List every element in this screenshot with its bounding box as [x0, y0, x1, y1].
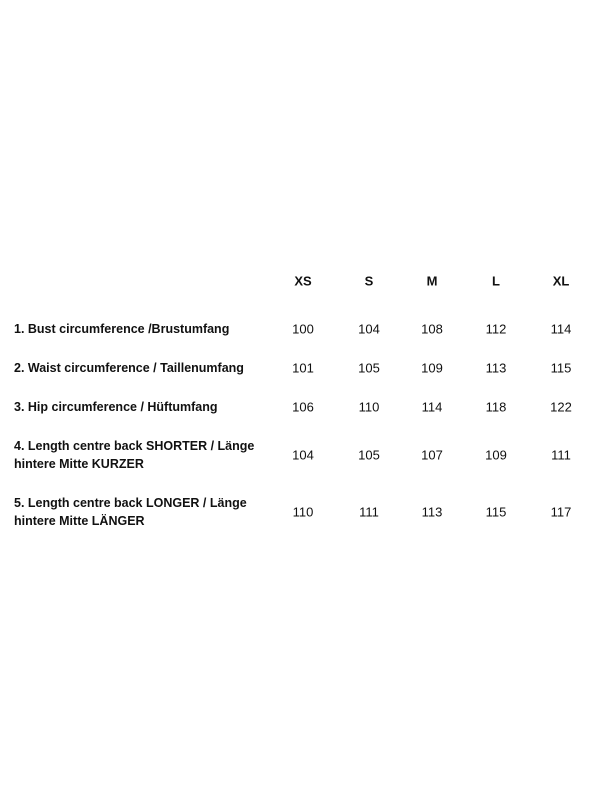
- table-cell: 110: [292, 504, 314, 520]
- table-cell: 111: [359, 504, 379, 520]
- table-cell: 108: [421, 321, 443, 337]
- column-header-xs: XS: [294, 273, 312, 289]
- row-label: 2. Waist circumference / Taillenumfang: [14, 361, 244, 375]
- table-cell: 118: [485, 399, 507, 415]
- row-label: 4. Length centre back SHORTER / Länge hi…: [14, 439, 255, 471]
- table-cell: 115: [550, 360, 572, 376]
- table-cell: 112: [485, 321, 507, 337]
- column-header-s: S: [364, 273, 374, 289]
- table-cell: 113: [421, 504, 443, 520]
- table-cell: 111: [551, 447, 571, 463]
- table-cell: 104: [358, 321, 380, 337]
- table-cell: 109: [421, 360, 443, 376]
- table-cell: 105: [358, 447, 380, 463]
- row-label: 3. Hip circumference / Hüftumfang: [14, 400, 218, 414]
- table-cell: 107: [421, 447, 443, 463]
- column-header-m: M: [426, 273, 438, 289]
- table-cell: 110: [358, 399, 380, 415]
- table-cell: 105: [358, 360, 380, 376]
- table-cell: 104: [292, 447, 314, 463]
- table-cell: 109: [485, 447, 507, 463]
- table-cell: 100: [292, 321, 314, 337]
- table-cell: 106: [292, 399, 314, 415]
- table-cell: 114: [550, 321, 572, 337]
- table-cell: 115: [485, 504, 507, 520]
- table-cell: 114: [421, 399, 443, 415]
- table-cell: 113: [485, 360, 507, 376]
- table-cell: 101: [292, 360, 314, 376]
- column-header-l: L: [492, 273, 500, 289]
- row-label: 1. Bust circumference /Brustumfang: [14, 322, 230, 336]
- column-header-xl: XL: [552, 273, 570, 289]
- table-cell: 122: [550, 399, 572, 415]
- row-label: 5. Length centre back LONGER / Länge hin…: [14, 496, 247, 528]
- table-cell: 117: [550, 504, 572, 520]
